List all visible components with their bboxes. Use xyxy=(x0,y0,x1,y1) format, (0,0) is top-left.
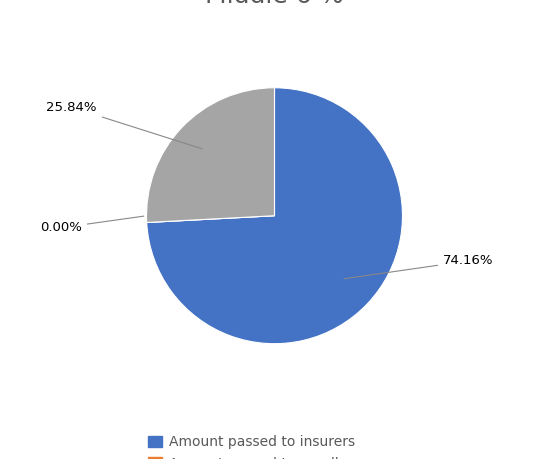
Title: Middle 6 %: Middle 6 % xyxy=(205,0,344,7)
Wedge shape xyxy=(147,88,402,344)
Wedge shape xyxy=(147,88,274,223)
Legend: Amount passed to insurers, Amount passed to enrollees, Amount retained as PBM re: Amount passed to insurers, Amount passed… xyxy=(142,430,407,459)
Text: 25.84%: 25.84% xyxy=(46,101,202,149)
Text: 74.16%: 74.16% xyxy=(344,254,494,279)
Wedge shape xyxy=(147,216,274,223)
Text: 0.00%: 0.00% xyxy=(40,216,144,234)
